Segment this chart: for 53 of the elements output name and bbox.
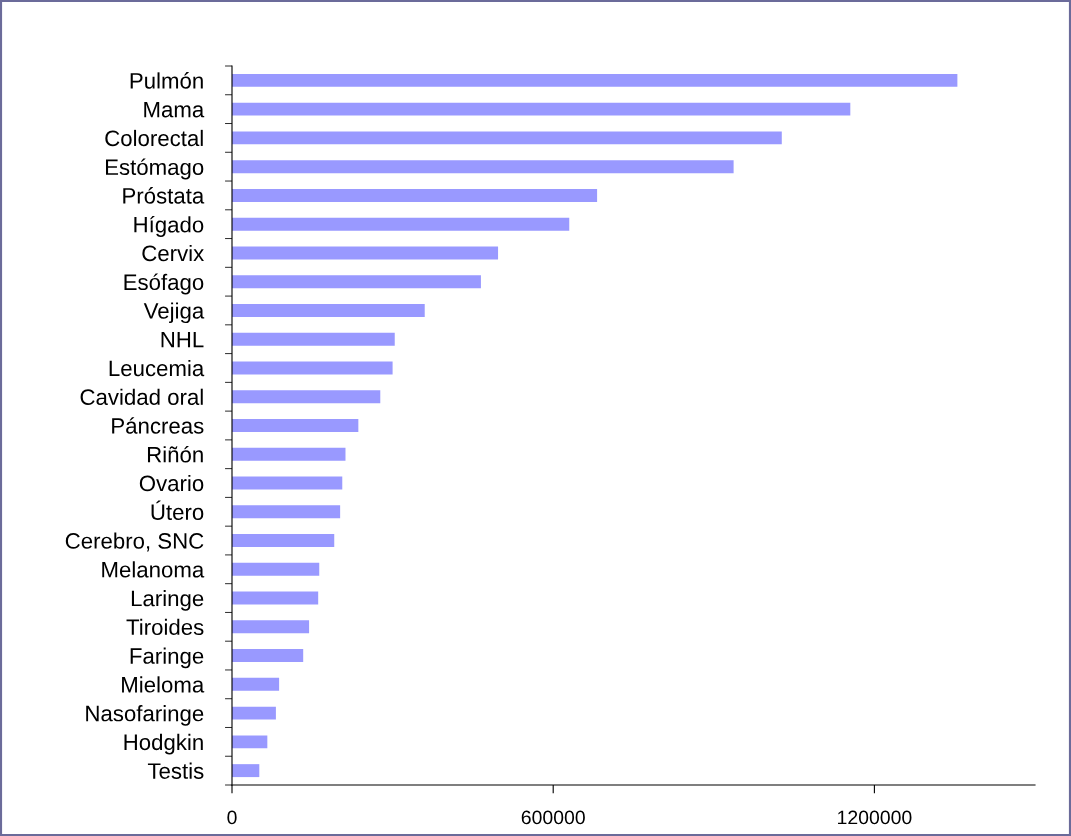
- y-tick-label: Testis: [147, 762, 204, 779]
- bar: [232, 102, 851, 116]
- bar: [232, 361, 393, 375]
- y-tick-label: NHL: [161, 331, 204, 348]
- x-tick-label: 0: [227, 810, 237, 825]
- bar: [232, 447, 346, 461]
- y-tick-label: Hígado: [134, 216, 204, 237]
- bar: [232, 217, 570, 231]
- y-tick-label: Leucemia: [109, 359, 205, 377]
- bar: [232, 735, 268, 749]
- bar: [232, 275, 481, 289]
- bar: [232, 246, 499, 260]
- y-tick-label: Cavidad oral: [80, 388, 203, 406]
- bar: [232, 419, 359, 432]
- y-tick-label: Pulmón: [130, 72, 203, 89]
- y-tick-label: Mieloma: [122, 676, 205, 693]
- y-tick-label: Mama: [144, 101, 205, 118]
- y-tick-label: Melanoma: [102, 561, 205, 578]
- bar: [232, 677, 280, 691]
- bar: [232, 764, 260, 778]
- y-tick-label: Páncreas: [112, 417, 204, 434]
- y-tick-label: Esófago: [124, 273, 204, 295]
- bar: [232, 73, 958, 87]
- x-tick-label: 600000: [521, 810, 585, 825]
- bar: [232, 562, 320, 576]
- y-tick-label: Estómago: [106, 158, 204, 180]
- y-tick-label: Cervix: [142, 244, 204, 262]
- bar: [232, 476, 343, 490]
- bar: [232, 620, 310, 634]
- y-tick-label: Hodgkin: [124, 733, 203, 755]
- bar: [232, 188, 598, 202]
- y-tick-label: Faringe: [130, 647, 204, 669]
- y-tick-label: Útero: [151, 500, 204, 521]
- bar: [232, 706, 276, 720]
- y-tick-label: Nasofaringe: [86, 705, 204, 726]
- y-tick-label: Ovario: [139, 474, 204, 492]
- y-tick-label: Colorectal: [105, 129, 203, 147]
- y-tick-label: Próstata: [123, 187, 205, 204]
- y-tick-label: Laringe: [131, 590, 204, 611]
- bar: [232, 332, 395, 346]
- bar: [232, 131, 782, 145]
- y-tick-label: Riñón: [147, 445, 203, 463]
- y-tick-label: Tiroides: [126, 618, 204, 636]
- bar: [232, 591, 319, 605]
- bar: [232, 303, 425, 317]
- bar: [232, 649, 304, 663]
- bar: [232, 505, 341, 519]
- bar: [232, 534, 335, 548]
- y-tick-label: Cerebro, SNC: [65, 532, 204, 552]
- x-tick-label: 1200000: [838, 810, 912, 825]
- bar: [232, 160, 734, 174]
- y-tick-label: Vejiga: [143, 302, 205, 324]
- bar: [232, 390, 381, 404]
